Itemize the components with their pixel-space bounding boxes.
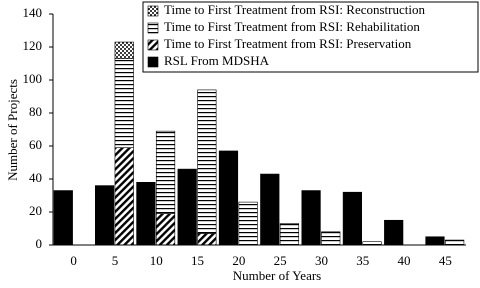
y-tick-label: 100: [23, 71, 43, 86]
bar: [384, 219, 404, 246]
bar: [218, 150, 239, 246]
stacked-bar-segment: [197, 89, 217, 234]
bar: [301, 190, 321, 246]
legend-swatch: [147, 22, 159, 34]
y-tick-label: 60: [29, 137, 42, 152]
x-tick-label: 35: [356, 253, 369, 268]
bar: [53, 190, 73, 246]
y-tick-label: 0: [36, 236, 43, 251]
stacked-bar-segment: [238, 201, 258, 246]
stacked-bar-segment: [155, 130, 176, 214]
x-tick-label: 45: [439, 253, 452, 268]
x-tick-label: 5: [112, 253, 119, 268]
legend-swatch: [147, 56, 159, 68]
stacked-bar-segment: [155, 213, 176, 246]
stacked-bar-segment: [114, 147, 134, 246]
stacked-bar-segment: [445, 239, 465, 246]
y-tick-label: 140: [23, 5, 43, 20]
x-tick-label: 15: [191, 253, 204, 268]
legend-label: Time to First Treatment from RSI: Recons…: [164, 2, 425, 17]
y-tick-label: 120: [23, 38, 43, 53]
x-tick-label: 40: [398, 253, 411, 268]
bar: [177, 168, 197, 246]
bar: [260, 173, 280, 246]
x-tick-label: 30: [315, 253, 328, 268]
x-tick-label: 25: [274, 253, 287, 268]
x-tick-label: 10: [150, 253, 163, 268]
stacked-bar-segment: [279, 223, 300, 246]
y-axis-title: Number of Projects: [5, 79, 20, 181]
x-tick-label: 20: [232, 253, 245, 268]
legend-swatch: [147, 5, 159, 17]
legend-swatch: [147, 39, 159, 51]
stacked-bar-segment: [197, 233, 217, 246]
stacked-bar-segment: [114, 58, 134, 148]
legend-label: Time to First Treatment from RSI: Rehabi…: [164, 19, 420, 34]
bar: [425, 236, 445, 246]
bar: [136, 182, 156, 246]
legend-box: [142, 1, 479, 73]
bar: [95, 185, 115, 246]
stacked-bar-segment: [321, 231, 341, 246]
y-tick-label: 20: [29, 203, 42, 218]
x-tick-label: 0: [70, 253, 77, 268]
bar: [342, 191, 362, 246]
legend-label: Time to First Treatment from RSI: Preser…: [164, 36, 412, 51]
y-tick-label: 40: [29, 170, 42, 185]
x-axis-title: Number of Years: [233, 268, 321, 283]
y-tick-label: 80: [29, 104, 42, 119]
legend-label: RSL From MDSHA: [164, 53, 270, 68]
stacked-bar-segment: [114, 41, 134, 59]
